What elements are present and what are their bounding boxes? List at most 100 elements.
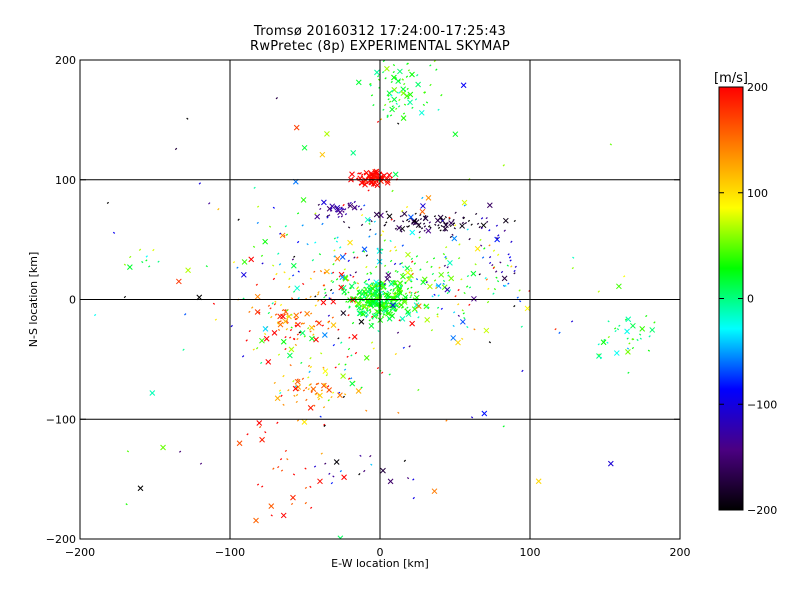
data-point — [394, 269, 397, 273]
data-point — [510, 265, 513, 268]
data-point — [424, 214, 427, 218]
data-point — [277, 465, 280, 469]
data-point — [408, 291, 411, 294]
data-point — [397, 122, 400, 125]
data-point — [401, 209, 404, 213]
data-point — [237, 218, 240, 221]
data-point — [618, 324, 621, 327]
data-point-cross — [596, 353, 602, 359]
data-point — [319, 415, 322, 418]
data-point — [636, 338, 639, 342]
data-point-cross — [438, 271, 445, 278]
data-point — [304, 501, 308, 505]
data-point — [314, 212, 317, 215]
data-point — [436, 306, 440, 309]
data-point-cross — [363, 355, 370, 361]
x-tick-label: 200 — [670, 546, 691, 559]
data-point — [93, 313, 97, 317]
data-point — [372, 347, 375, 350]
data-point-cross — [391, 96, 398, 103]
data-point — [478, 225, 481, 229]
data-point — [307, 327, 310, 330]
data-point — [327, 314, 330, 317]
chart-subtitle: RwPretec (8p) EXPERIMENTAL SKYMAP — [249, 39, 510, 54]
data-point — [296, 337, 299, 341]
colorbar: 200 100 0 −100 −200 [m/s] — [714, 71, 777, 517]
data-point — [382, 108, 385, 111]
data-point-cross — [630, 322, 636, 329]
data-point — [305, 386, 308, 390]
data-point — [370, 341, 374, 344]
data-point-cross — [535, 478, 542, 485]
data-point — [383, 223, 387, 227]
data-point-cross — [450, 335, 457, 341]
data-point-cross — [409, 320, 415, 327]
data-point — [572, 256, 575, 259]
data-point — [414, 291, 417, 294]
data-point-cross — [373, 211, 380, 218]
y-tick-label: −100 — [46, 413, 76, 426]
data-point — [364, 287, 367, 290]
data-point — [367, 176, 371, 179]
data-point — [390, 308, 393, 311]
data-point-cross — [391, 74, 397, 81]
data-point — [376, 367, 380, 370]
data-point — [417, 388, 420, 392]
data-point-cross — [444, 286, 451, 293]
data-point — [314, 304, 317, 307]
data-point — [346, 355, 349, 358]
data-point — [399, 299, 402, 302]
data-point — [332, 263, 335, 266]
data-point — [269, 307, 272, 310]
data-point — [364, 301, 368, 304]
data-point — [363, 281, 366, 284]
data-point — [383, 292, 386, 296]
data-point — [390, 94, 393, 97]
data-point — [322, 406, 326, 409]
data-point-cross — [649, 327, 656, 333]
data-point — [401, 272, 405, 275]
data-point — [241, 355, 245, 358]
data-point-cross — [360, 311, 366, 317]
data-point-cross — [363, 169, 370, 176]
data-point — [454, 295, 457, 298]
data-point — [369, 288, 373, 291]
data-point — [352, 251, 355, 254]
data-point — [388, 305, 391, 308]
data-point — [337, 215, 340, 218]
data-point — [217, 208, 220, 211]
data-point-cross — [607, 460, 614, 467]
data-point — [246, 433, 249, 436]
data-point — [631, 346, 635, 350]
data-point — [400, 306, 404, 309]
data-point — [374, 233, 377, 236]
data-point — [315, 382, 318, 386]
data-point — [369, 228, 372, 231]
data-point — [437, 108, 440, 111]
data-point — [357, 172, 360, 175]
data-point — [410, 280, 413, 283]
data-point — [403, 459, 407, 463]
data-point — [396, 91, 399, 94]
data-point-cross — [384, 177, 391, 184]
data-point-cross — [397, 68, 403, 75]
data-point — [387, 299, 391, 302]
data-point — [393, 219, 396, 222]
data-point — [260, 254, 264, 257]
data-point — [285, 328, 289, 331]
data-point — [396, 288, 399, 292]
data-point — [385, 221, 388, 224]
data-point — [495, 276, 498, 279]
data-point — [287, 389, 290, 392]
data-point — [426, 260, 429, 264]
data-point — [317, 299, 320, 302]
data-point — [344, 208, 347, 211]
data-point-cross — [380, 467, 386, 474]
data-point-cross — [185, 267, 191, 274]
data-point — [364, 182, 367, 185]
data-point — [439, 229, 442, 232]
data-point — [327, 399, 330, 402]
data-point — [383, 264, 387, 267]
data-point-cross — [405, 311, 412, 318]
data-point — [306, 243, 309, 246]
